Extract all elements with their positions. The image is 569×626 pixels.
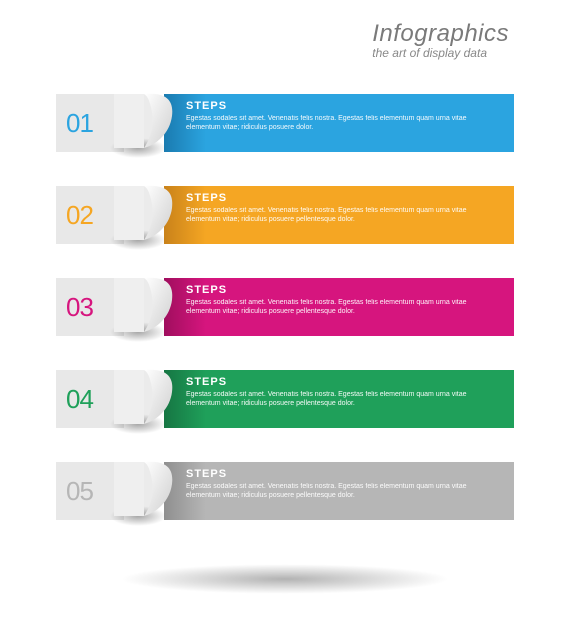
paper-curl-icon [108, 86, 182, 160]
step-number: 05 [66, 476, 93, 507]
header: Infographics the art of display data [372, 20, 509, 60]
step-row-03: 03 STEPS Egestas sodales sit amet. Venenat… [56, 272, 516, 342]
step-number: 02 [66, 200, 93, 231]
step-banner: STEPS Egestas sodales sit amet. Venenatis… [164, 278, 514, 336]
step-description: Egestas sodales sit amet. Venenatis feli… [186, 390, 500, 409]
step-label: STEPS [186, 100, 500, 112]
step-row-04: 04 STEPS Egestas sodales sit amet. Venenat… [56, 364, 516, 434]
step-row-05: 05 STEPS Egestas sodales sit amet. Venenat… [56, 456, 516, 526]
step-row-02: 02 STEPS Egestas sodales sit amet. Venenat… [56, 180, 516, 250]
step-number: 04 [66, 384, 93, 415]
floor-shadow [120, 564, 450, 594]
step-banner: STEPS Egestas sodales sit amet. Venenatis… [164, 462, 514, 520]
step-label: STEPS [186, 192, 500, 204]
step-description: Egestas sodales sit amet. Venenatis feli… [186, 482, 500, 501]
step-label: STEPS [186, 468, 500, 480]
step-banner: STEPS Egestas sodales sit amet. Venenatis… [164, 186, 514, 244]
step-label: STEPS [186, 284, 500, 296]
step-banner: STEPS Egestas sodales sit amet. Venenatis… [164, 370, 514, 428]
page-subtitle: the art of display data [372, 46, 509, 60]
step-number: 03 [66, 292, 93, 323]
step-label: STEPS [186, 376, 500, 388]
step-row-01: 01 STEPS Egestas sodales sit amet. Venenat… [56, 88, 516, 158]
paper-curl-icon [108, 270, 182, 344]
step-number: 01 [66, 108, 93, 139]
step-description: Egestas sodales sit amet. Venenatis feli… [186, 298, 500, 317]
step-banner: STEPS Egestas sodales sit amet. Venenatis… [164, 94, 514, 152]
paper-curl-icon [108, 178, 182, 252]
step-description: Egestas sodales sit amet. Venenatis feli… [186, 114, 500, 133]
page-title: Infographics [372, 20, 509, 48]
steps-container: 01 STEPS Egestas sodales sit amet. Venenat… [56, 88, 516, 548]
paper-curl-icon [108, 362, 182, 436]
paper-curl-icon [108, 454, 182, 528]
step-description: Egestas sodales sit amet. Venenatis feli… [186, 206, 500, 225]
